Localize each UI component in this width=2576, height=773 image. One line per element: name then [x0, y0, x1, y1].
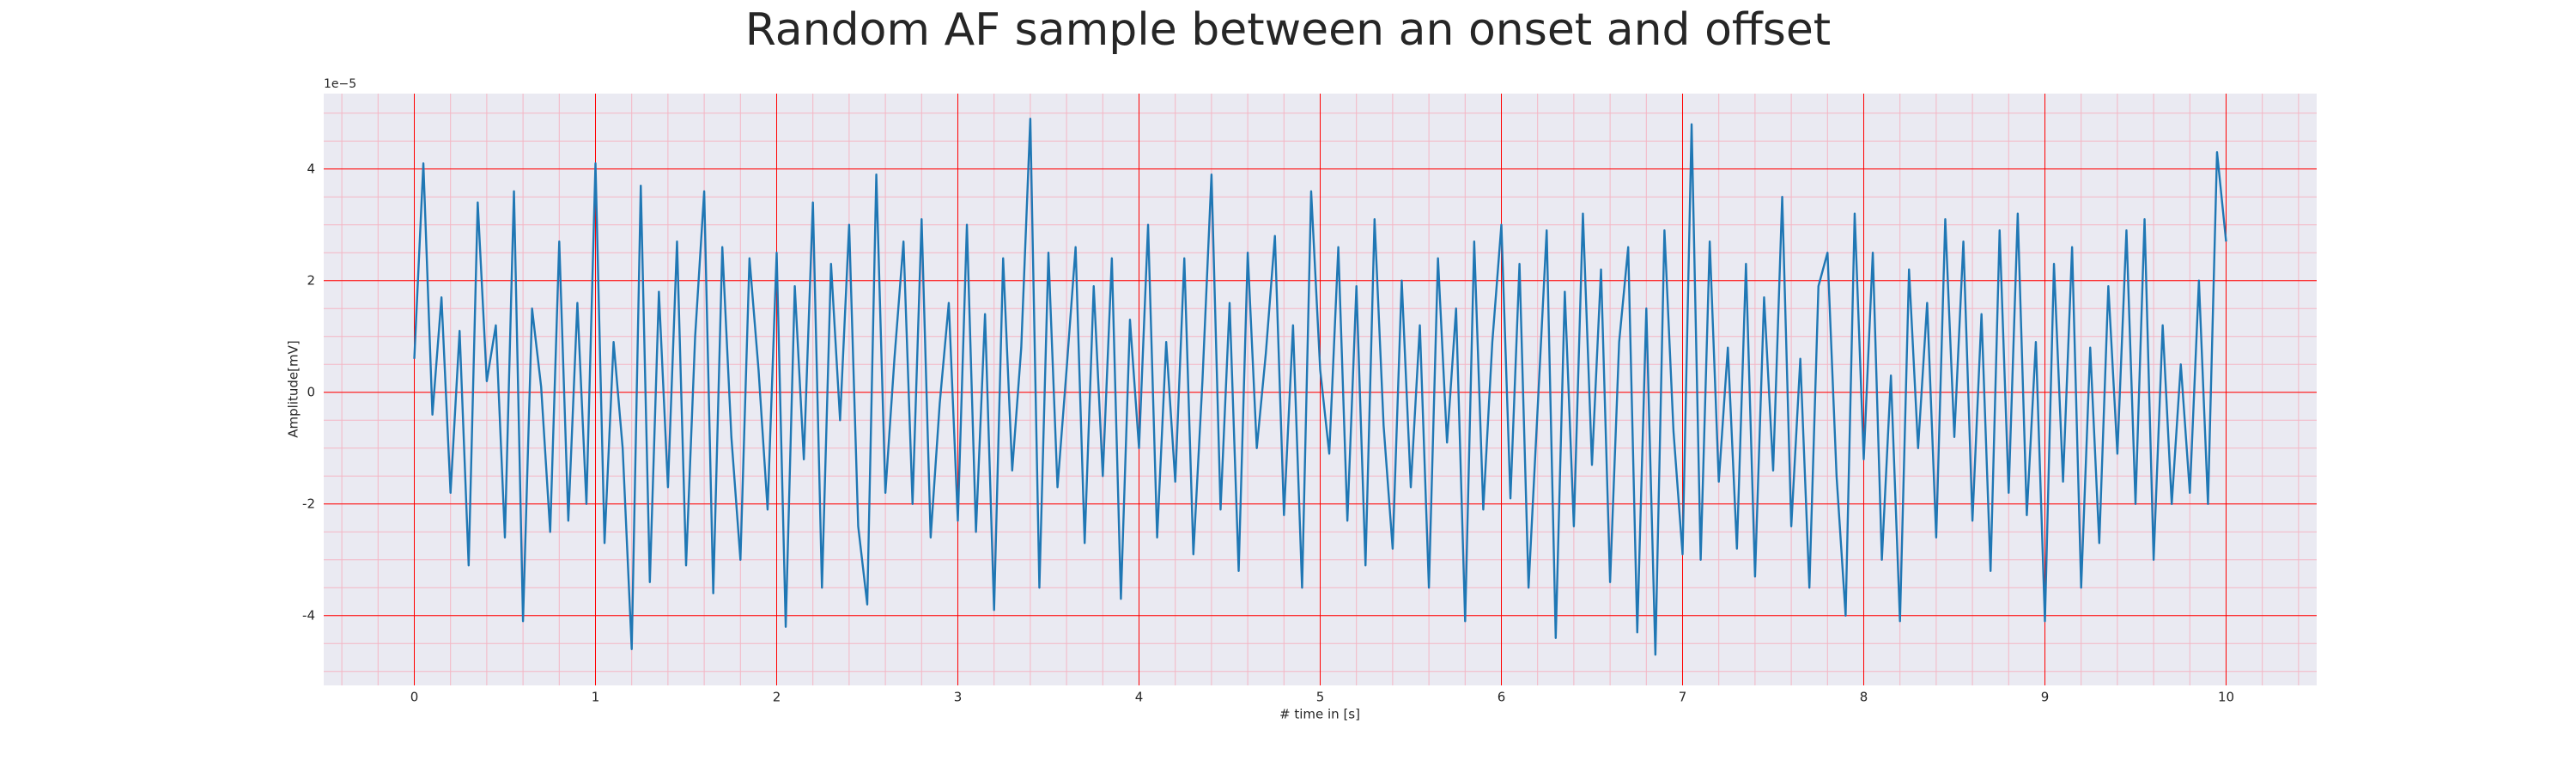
chart-title: Random AF sample between an onset and of… — [745, 4, 1831, 56]
y-offset-label: 1e−5 — [324, 77, 356, 91]
y-tick-label: -4 — [302, 607, 315, 623]
signal-line — [413, 118, 2227, 656]
x-tick-label: 6 — [1498, 690, 1506, 705]
x-tick-label: 5 — [1316, 690, 1325, 705]
x-tick-label: 1 — [592, 690, 600, 705]
y-tick-label: 0 — [307, 384, 315, 399]
x-tick-label: 2 — [773, 690, 781, 705]
x-axis-label: # time in [s] — [1279, 707, 1360, 722]
y-tick-label: -2 — [302, 496, 315, 511]
x-tick-label: 10 — [2218, 690, 2234, 705]
y-tick-label: 4 — [307, 161, 315, 176]
x-tick-label: 9 — [2041, 690, 2050, 705]
y-axis-label: Amplitude[mV] — [286, 340, 301, 437]
x-tick-label: 0 — [410, 690, 419, 705]
x-tick-label: 8 — [1860, 690, 1868, 705]
plot-area — [324, 94, 2317, 685]
y-tick-label: 2 — [307, 272, 315, 288]
x-tick-label: 7 — [1679, 690, 1687, 705]
x-tick-label: 4 — [1135, 690, 1144, 705]
x-tick-label: 3 — [954, 690, 963, 705]
